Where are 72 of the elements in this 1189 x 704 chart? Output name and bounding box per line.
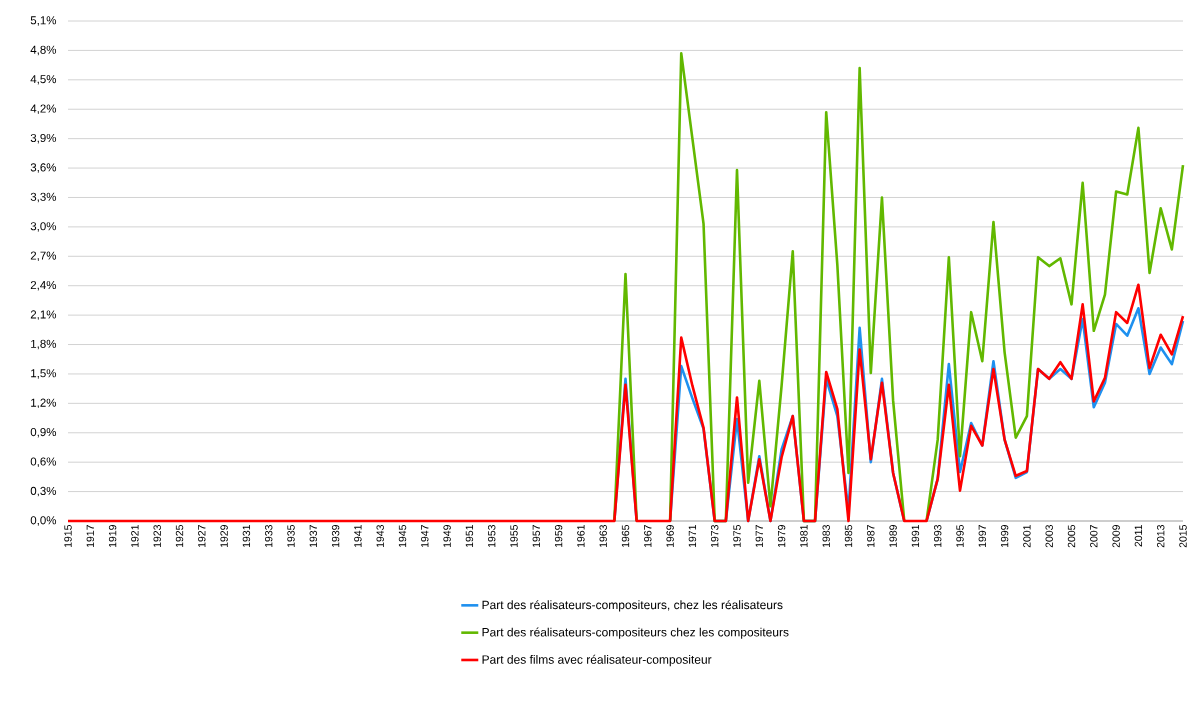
x-tick-label: 1917	[86, 525, 95, 548]
y-tick-label: 4,5%	[30, 75, 57, 85]
x-tick-label: 1959	[554, 525, 563, 548]
y-tick-label: 2,4%	[30, 280, 57, 291]
x-tick-label: 1999	[1000, 525, 1009, 548]
x-tick-label: 1947	[421, 525, 429, 548]
x-tick-label: 1949	[443, 525, 451, 548]
x-tick-label: 1937	[309, 525, 318, 548]
x-tick-label: 1939	[331, 525, 340, 548]
x-tick-label: 1929	[220, 525, 228, 548]
y-tick-label: 3,0%	[30, 222, 57, 232]
y-tick-label: 1,8%	[31, 339, 57, 350]
y-tick-label: 4,2%	[30, 104, 57, 114]
x-tick-label: 1995	[956, 524, 964, 548]
y-tick-label: 0,9%	[30, 428, 57, 438]
x-tick-label: 1941	[354, 525, 362, 548]
x-tick-label: 1971	[688, 525, 697, 548]
y-tick-label: 3,9%	[30, 133, 57, 144]
x-tick-label: 1955	[510, 524, 518, 548]
x-tick-label: 1915	[64, 524, 72, 548]
x-tick-label: 1993	[933, 524, 942, 548]
legend-label: Part des réalisateurs-compositeurs chez les compositeurs	[482, 627, 789, 639]
y-tick-label: 3,6%	[30, 163, 57, 173]
x-tick-label: 1919	[108, 525, 117, 548]
x-tick-label: 1925	[175, 524, 184, 548]
x-tick-label: 1933	[264, 524, 273, 548]
x-tick-label: 2011	[1134, 525, 1143, 547]
x-tick-label: 2005	[1067, 524, 1076, 548]
x-tick-label: 1921	[131, 525, 139, 548]
x-tick-label: 2013	[1156, 524, 1165, 548]
x-tick-label: 1985	[844, 524, 853, 548]
legend-label: Part des films avec réalisateur-compositeur	[482, 654, 712, 667]
y-tick-label: 3,3%	[30, 192, 57, 203]
y-tick-label: 1,5%	[31, 369, 57, 379]
y-tick-label: 0,0%	[30, 516, 57, 526]
x-tick-label: 1945	[398, 524, 407, 548]
x-tick-label: 1975	[733, 524, 741, 548]
x-tick-label: 1969	[666, 525, 674, 548]
legend-label: Part des réalisateurs-compositeurs, chez les réalisateurs	[482, 600, 783, 612]
x-tick-label: 1963	[599, 524, 607, 548]
x-tick-label: 1927	[198, 525, 206, 548]
y-tick-label: 0,6%	[30, 457, 57, 467]
x-tick-label: 1991	[911, 525, 920, 548]
x-tick-label: 1935	[287, 524, 295, 548]
x-tick-label: 1977	[755, 525, 764, 548]
x-tick-label: 2015	[1179, 524, 1187, 548]
y-tick-label: 0,3%	[30, 486, 57, 497]
x-tick-label: 2003	[1045, 524, 1053, 548]
x-tick-label: 1981	[800, 525, 808, 548]
x-tick-label: 1957	[532, 525, 541, 548]
x-tick-label: 1953	[487, 524, 496, 548]
x-tick-label: 2009	[1112, 525, 1120, 548]
x-tick-label: 1983	[822, 524, 830, 548]
x-tick-label: 1989	[889, 525, 897, 548]
y-tick-label: 2,7%	[30, 251, 57, 262]
x-tick-label: 1973	[710, 524, 719, 548]
x-tick-label: 1967	[644, 525, 652, 548]
y-tick-label: 5,1%	[30, 16, 57, 26]
y-tick-label: 1,2%	[31, 398, 57, 409]
x-tick-label: 1951	[465, 525, 474, 548]
x-tick-label: 2007	[1090, 525, 1098, 548]
x-tick-label: 1979	[777, 525, 786, 548]
x-tick-label: 1961	[577, 525, 585, 548]
x-tick-label: 1987	[867, 525, 875, 548]
x-tick-label: 1923	[153, 524, 161, 548]
x-tick-label: 2001	[1023, 525, 1031, 548]
x-tick-label: 1965	[621, 524, 630, 548]
x-tick-label: 1943	[376, 524, 384, 548]
x-tick-label: 1931	[242, 525, 251, 548]
x-tick-label: 1997	[978, 525, 987, 548]
y-tick-label: 4,8%	[30, 45, 57, 56]
y-tick-label: 2,1%	[30, 310, 57, 320]
